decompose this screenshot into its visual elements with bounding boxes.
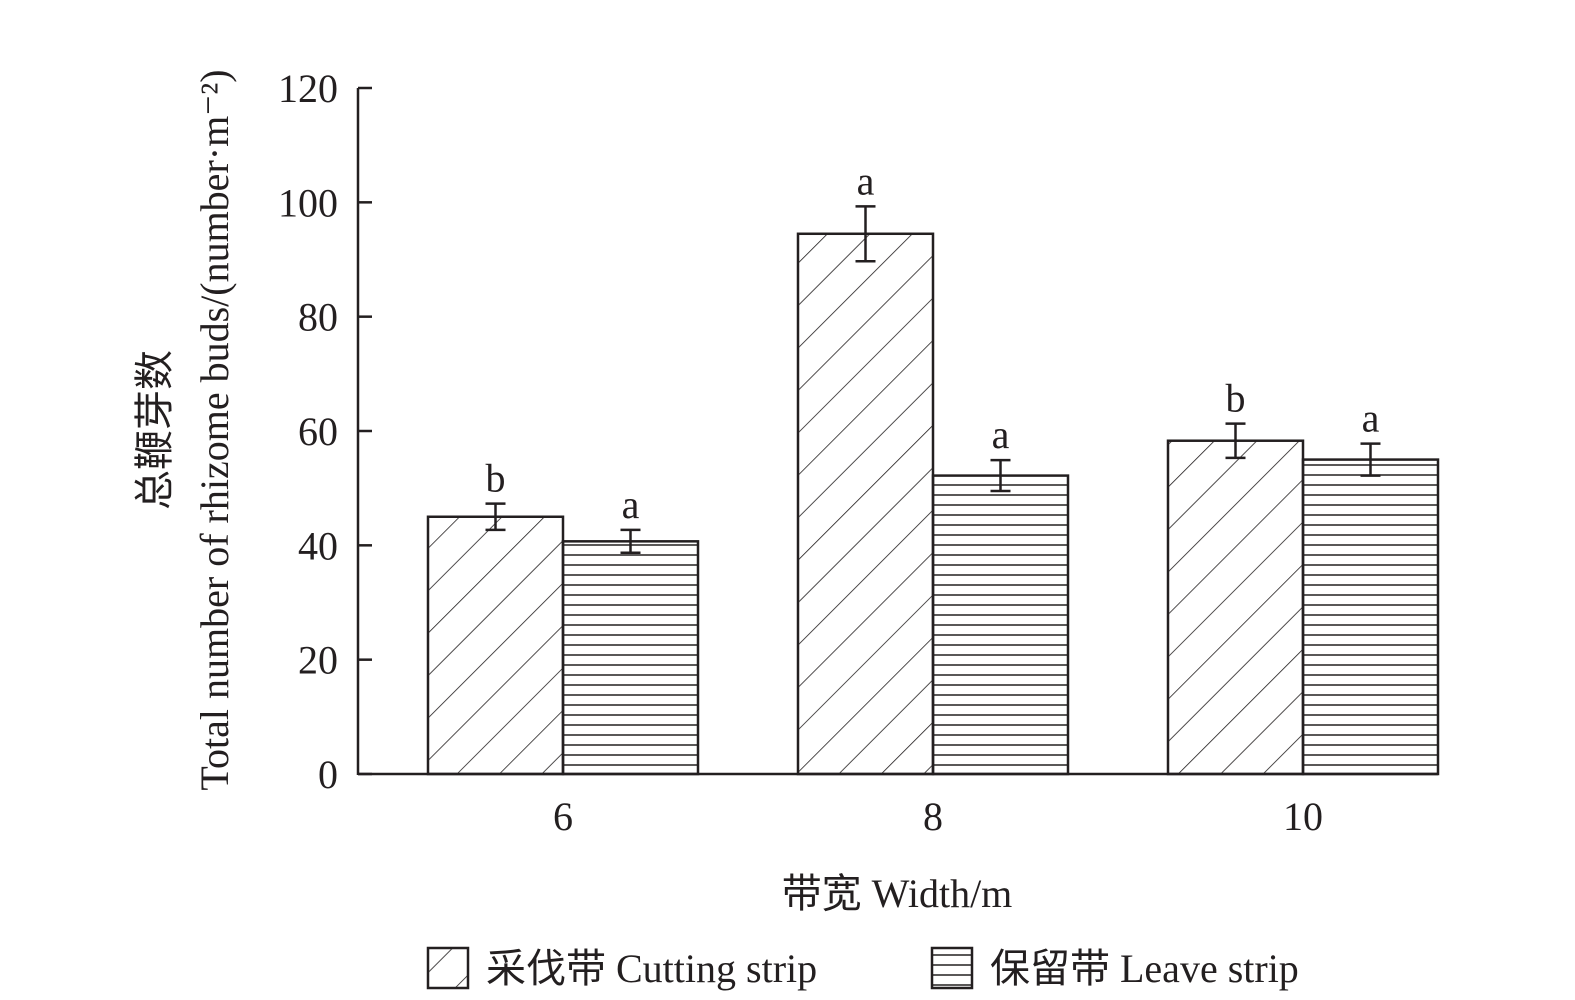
significance-letter: a	[992, 412, 1010, 457]
y-tick-label: 40	[298, 523, 338, 568]
x-tick-label: 6	[553, 794, 573, 839]
bar-leave-6	[561, 540, 700, 776]
bar-cutting-8	[796, 232, 935, 776]
x-tick-label: 8	[923, 794, 943, 839]
y-tick-label: 60	[298, 409, 338, 454]
significance-letter: b	[1226, 376, 1246, 421]
significance-letter: b	[486, 456, 506, 501]
legend: 采伐带 Cutting strip 保留带 Leave strip	[426, 946, 1299, 991]
error-bar	[1225, 422, 1246, 460]
y-tick-label: 0	[318, 752, 338, 797]
legend-label-leave-strip: 保留带 Leave strip	[990, 946, 1299, 991]
bar-leave-10	[1301, 458, 1440, 776]
y-tick-label: 20	[298, 638, 338, 683]
legend-label-cutting-strip: 采伐带 Cutting strip	[486, 946, 817, 991]
error-bar	[1360, 442, 1381, 477]
error-bar	[855, 205, 876, 263]
legend-swatch-leave-strip	[930, 946, 974, 990]
legend-swatch-cutting-strip	[426, 946, 470, 990]
x-tick-label: 10	[1283, 794, 1323, 839]
error-bar	[990, 458, 1011, 493]
bar-cutting-10	[1166, 439, 1305, 776]
y-tick-label: 100	[278, 180, 338, 225]
y-tick-label: 80	[298, 295, 338, 340]
error-bar	[620, 528, 641, 555]
plot-area: b a b a a a 0 20 40 60 80 100 120 6 8 10	[278, 66, 1440, 839]
error-bar	[485, 502, 506, 532]
bar-cutting-6	[426, 515, 565, 776]
y-axis-title-line2: Total number of rhizome buds/(number·m⁻²…	[192, 69, 237, 790]
significance-letter: a	[622, 482, 640, 527]
significance-letter: a	[1362, 396, 1380, 441]
significance-letter: a	[857, 158, 875, 203]
y-axis-title-line1: 总鞭芽数	[132, 350, 177, 510]
x-axis-title: 带宽 Width/m	[782, 871, 1013, 916]
y-tick-label: 120	[278, 66, 338, 111]
bar-leave-8	[931, 474, 1070, 776]
